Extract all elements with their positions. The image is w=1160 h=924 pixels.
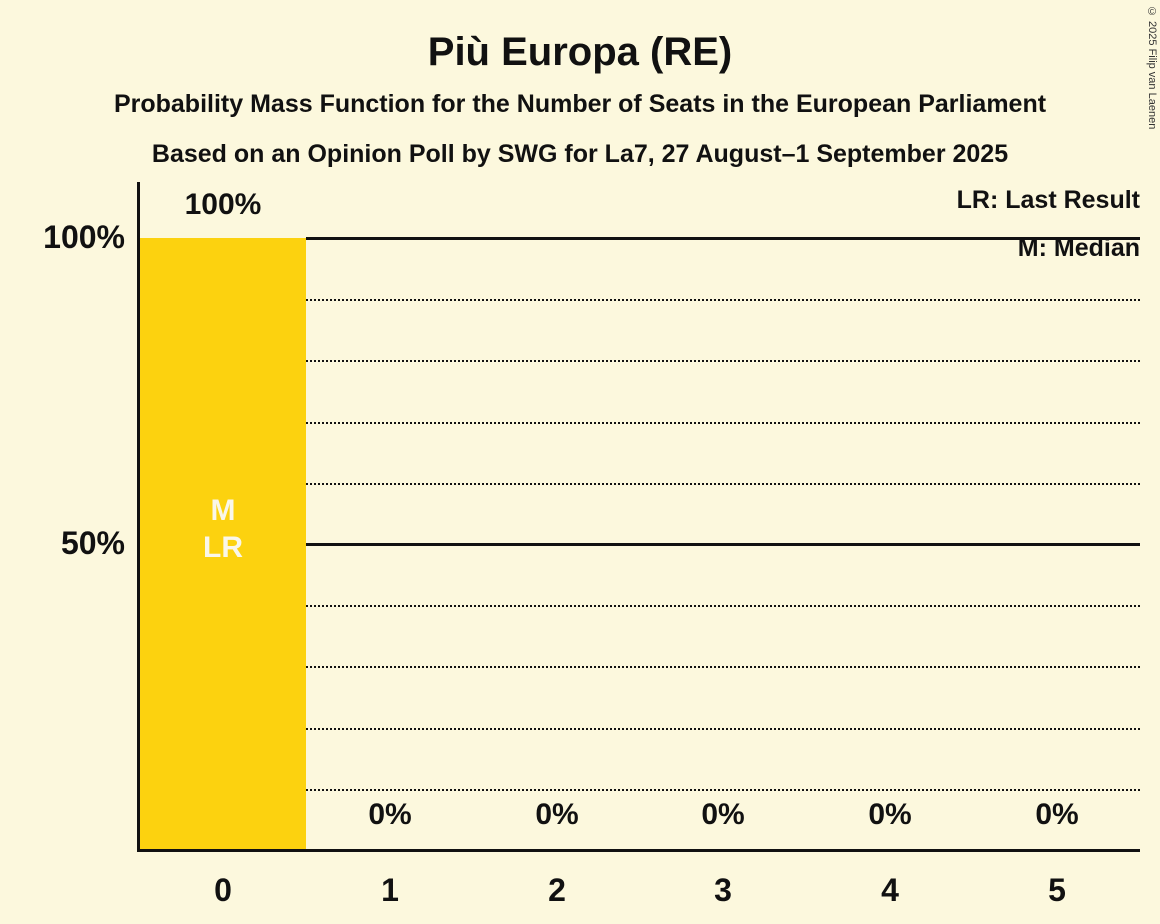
x-axis-label-seats-3: 3	[714, 872, 732, 908]
gridline-70	[306, 422, 1140, 424]
x-axis-label-seats-0: 0	[214, 872, 232, 908]
x-axis-label-seats-4: 4	[881, 872, 899, 908]
bar-annotations: M LR	[140, 492, 306, 566]
y-axis-line	[137, 182, 140, 852]
gridline-90	[306, 299, 1140, 301]
gridline-80	[306, 360, 1140, 362]
value-label-seats-0: 100%	[184, 188, 262, 221]
gridline-40	[306, 605, 1140, 607]
gridline-100	[306, 237, 1140, 240]
x-axis-label-seats-2: 2	[548, 872, 566, 908]
value-label-seats-5: 0%	[1035, 798, 1079, 831]
x-axis-label-seats-5: 5	[1048, 872, 1066, 908]
chart-subtitle-1: Probability Mass Function for the Number…	[113, 90, 1047, 118]
gridline-10	[306, 789, 1140, 791]
gridline-30	[306, 666, 1140, 668]
value-label-seats-1: 0%	[368, 798, 412, 831]
bar-seats-0	[140, 238, 306, 850]
chart-subtitle-2: Based on an Opinion Poll by SWG for La7,…	[151, 140, 1009, 168]
value-label-seats-2: 0%	[535, 798, 579, 831]
legend-last-result: LR: Last Result	[956, 186, 1140, 214]
gridline-60	[306, 483, 1140, 485]
value-label-seats-3: 0%	[701, 798, 745, 831]
x-axis-label-seats-1: 1	[381, 872, 399, 908]
gridline-50	[306, 543, 1140, 546]
copyright-notice: © 2025 Filip van Laenen	[1146, 6, 1158, 130]
chart-title: Più Europa (RE)	[427, 30, 733, 74]
median-marker: M	[210, 494, 236, 527]
gridline-20	[306, 728, 1140, 730]
value-label-seats-4: 0%	[868, 798, 912, 831]
x-axis-line	[137, 849, 1140, 852]
last-result-marker: LR	[203, 531, 243, 564]
y-axis-label-100: 100%	[43, 219, 125, 255]
y-axis-label-50: 50%	[60, 525, 125, 561]
